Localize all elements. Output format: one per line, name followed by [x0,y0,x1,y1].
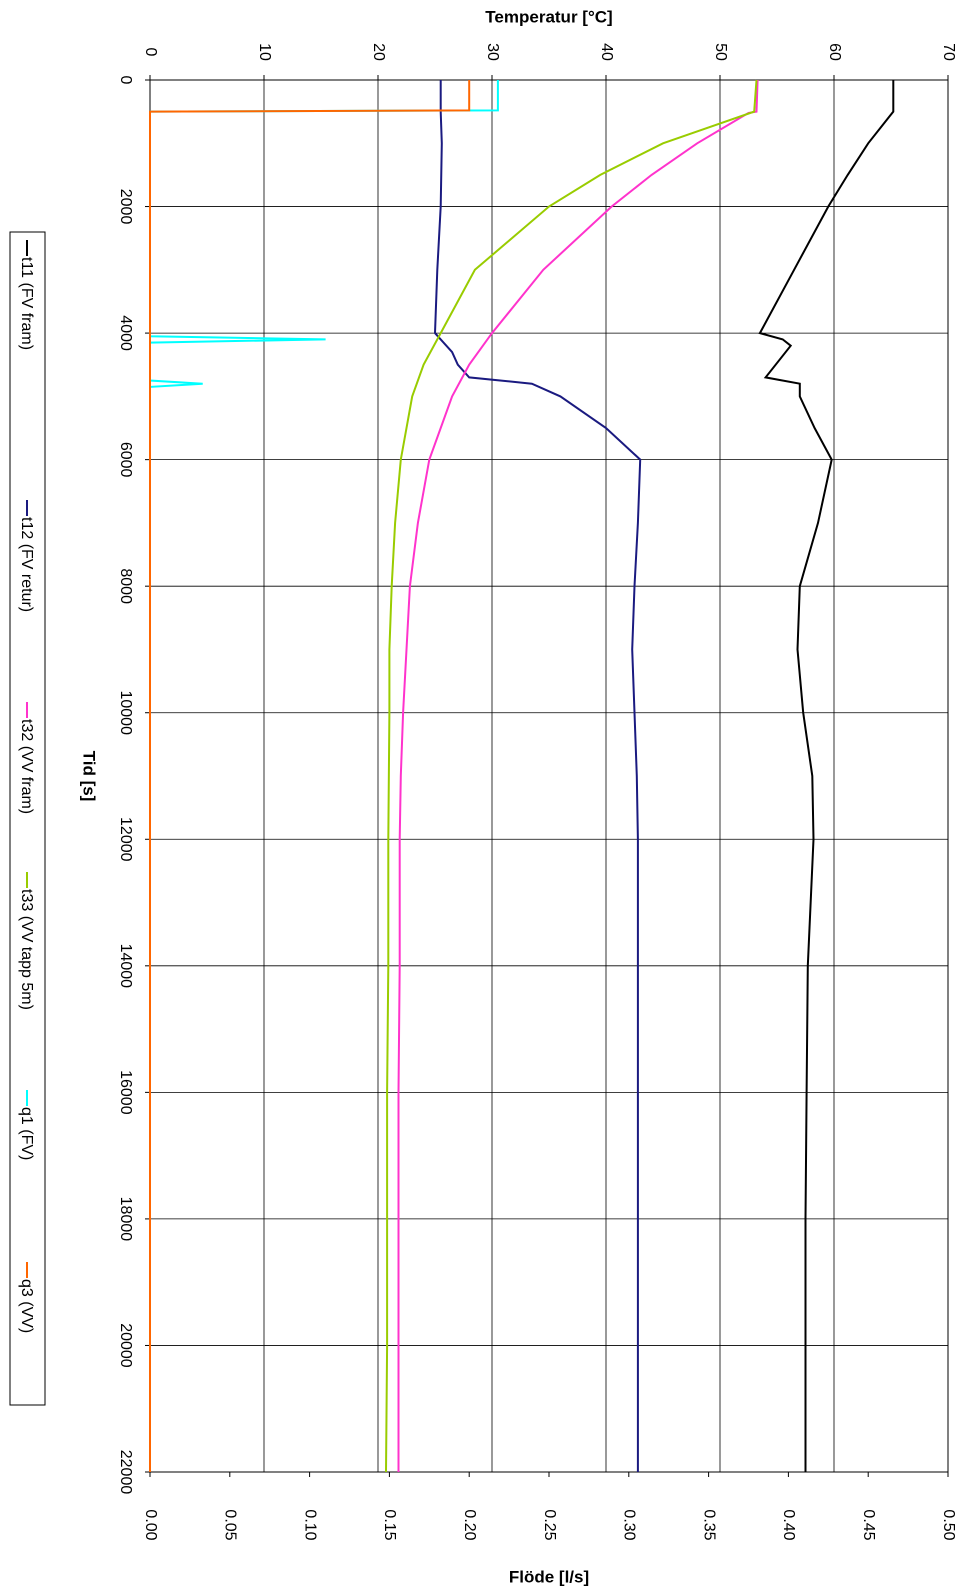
y-axis-title: Temperatur [°C] [485,7,612,26]
y2-tick-label: 0.10 [301,1509,318,1540]
y2-tick-label: 0.00 [142,1509,159,1540]
y2-tick-label: 0.30 [621,1509,638,1540]
y2-tick-label: 0.15 [381,1509,398,1540]
legend-label: q1 (FV) [18,1107,35,1160]
y-tick-label: 0 [142,48,159,57]
x-tick-label: 8000 [117,568,134,604]
y2-tick-label: 0.20 [461,1509,478,1540]
legend-label: t11 (FV fram) [18,257,35,350]
y-tick-label: 50 [712,43,729,61]
y-tick-label: 60 [826,43,843,61]
y2-tick-label: 0.35 [700,1509,717,1540]
y2-axis-title: Flöde [l/s] [509,1567,589,1586]
y-tick-label: 30 [484,43,501,61]
x-axis-title: Tid [s] [80,751,99,802]
y2-tick-label: 0.50 [940,1509,957,1540]
legend-label: q3 (VV) [18,1279,35,1333]
x-tick-label: 22000 [117,1450,134,1495]
y2-tick-label: 0.05 [222,1509,239,1540]
legend-label: t32 (VV fram) [18,719,35,814]
x-tick-label: 18000 [117,1197,134,1242]
y-tick-label: 40 [598,43,615,61]
y-tick-label: 20 [370,43,387,61]
y2-tick-label: 0.40 [780,1509,797,1540]
y2-tick-label: 0.25 [541,1509,558,1540]
x-tick-label: 14000 [117,944,134,989]
y2-tick-label: 0.45 [860,1509,877,1540]
series-line [758,80,895,1472]
x-tick-label: 2000 [117,189,134,225]
x-tick-label: 10000 [117,690,134,735]
x-tick-label: 6000 [117,442,134,478]
x-tick-label: 4000 [117,315,134,351]
legend-box [9,231,46,1406]
legend-label: t12 (FV retur) [18,517,35,612]
x-tick-label: 20000 [117,1323,134,1368]
series-line [433,80,642,1472]
x-tick-label: 12000 [117,817,134,862]
y-tick-label: 70 [940,43,957,61]
x-tick-label: 0 [117,76,134,85]
legend-label: t33 (VV tapp 5m) [18,889,35,1010]
x-tick-label: 16000 [117,1070,134,1115]
series-line [397,79,759,1472]
series-line [385,79,758,1473]
y-tick-label: 10 [256,43,273,61]
legend: t11 (FV fram) t12 (FV retur) t32 (VV fram)… [18,240,35,1333]
series-line [149,80,471,1472]
